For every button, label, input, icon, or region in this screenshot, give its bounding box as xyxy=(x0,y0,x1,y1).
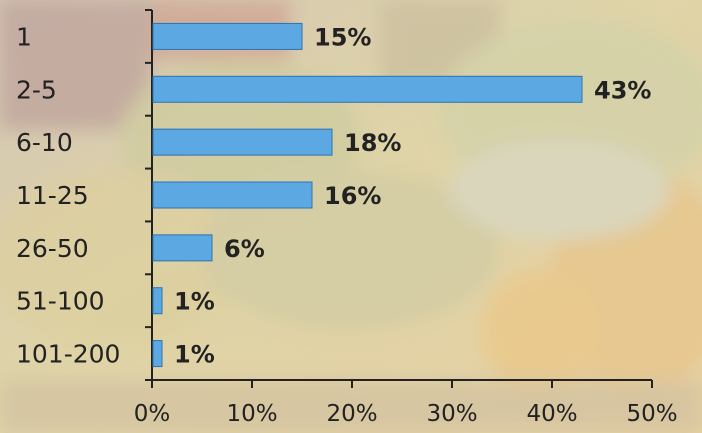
bar-2-5 xyxy=(152,75,583,103)
category-label: 101-200 xyxy=(16,340,120,369)
bar-6-10 xyxy=(152,128,333,156)
bar-11-25 xyxy=(152,181,313,209)
data-labels: 15% 43% 18% 16% 6% 1% 1% xyxy=(174,23,651,368)
x-tick-label: 40% xyxy=(526,401,577,427)
x-tick-label: 10% xyxy=(226,401,277,427)
category-label: 51-100 xyxy=(16,287,105,316)
category-label: 11-25 xyxy=(16,181,89,210)
category-label: 6-10 xyxy=(16,128,73,157)
bar-1 xyxy=(152,22,303,50)
category-label: 2-5 xyxy=(16,75,57,104)
x-tick-label: 30% xyxy=(426,401,477,427)
bar-101-200 xyxy=(152,340,163,368)
data-label: 6% xyxy=(224,235,265,263)
y-axis-ticks xyxy=(145,9,152,381)
category-label: 1 xyxy=(16,22,32,51)
x-tick-labels: 0% 10% 20% 30% 40% 50% xyxy=(134,401,678,427)
data-label: 43% xyxy=(594,76,651,104)
data-label: 1% xyxy=(174,288,215,316)
bar-26-50 xyxy=(152,234,213,262)
category-labels: 1 2-5 6-10 11-25 26-50 51-100 101-200 xyxy=(16,22,120,368)
x-axis-ticks xyxy=(151,380,653,388)
bar-51-100 xyxy=(152,287,163,315)
data-label: 16% xyxy=(324,182,381,210)
data-label: 15% xyxy=(314,23,371,51)
bar-series xyxy=(152,22,583,368)
category-label: 26-50 xyxy=(16,234,89,263)
x-tick-label: 0% xyxy=(134,401,171,427)
x-tick-label: 20% xyxy=(326,401,377,427)
x-tick-label: 50% xyxy=(626,401,677,427)
data-label: 18% xyxy=(344,129,401,157)
data-label: 1% xyxy=(174,341,215,369)
